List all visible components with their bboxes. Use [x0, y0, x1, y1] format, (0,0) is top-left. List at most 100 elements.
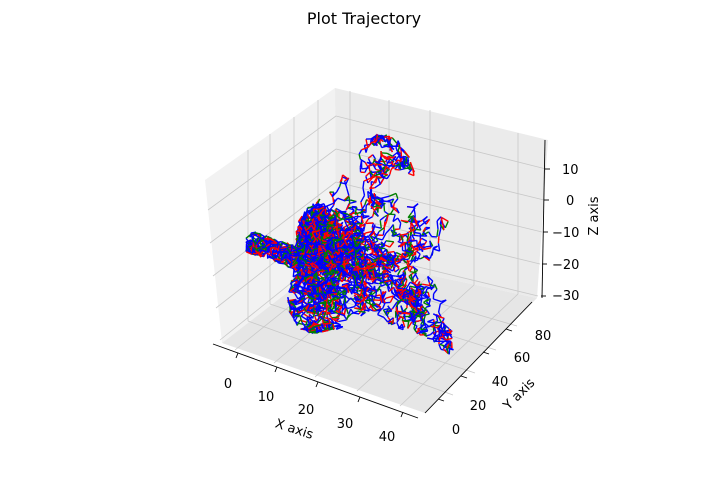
trajectory-segment — [373, 173, 381, 177]
trajectory-segment — [399, 288, 407, 294]
trajectory-segment — [358, 149, 363, 155]
trajectory-segment — [297, 309, 305, 314]
trajectory-segment — [359, 160, 363, 168]
trajectory-segment — [338, 306, 343, 312]
trajectory-segment — [305, 221, 313, 225]
trajectory-segment — [377, 178, 381, 185]
trajectory-segment — [353, 296, 357, 302]
trajectory-segment — [350, 223, 357, 229]
trajectory-segment — [441, 335, 447, 341]
trajectory-segment — [334, 322, 340, 325]
trajectory-segment — [386, 269, 392, 274]
trajectory-segment — [307, 252, 314, 260]
trajectory-segment — [386, 250, 395, 254]
trajectory-segment — [381, 262, 386, 266]
trajectory-segment — [320, 266, 329, 269]
trajectory-segment — [383, 316, 389, 323]
trajectory-segment — [386, 164, 395, 167]
trajectory-segment — [375, 168, 383, 172]
trajectory-segment — [381, 144, 390, 149]
trajectory-segment — [379, 216, 385, 221]
trajectory-segment — [305, 268, 309, 275]
trajectory-segment — [377, 238, 383, 241]
trajectory-segment — [323, 212, 329, 220]
trajectory-segment — [356, 234, 362, 240]
trajectory-segment — [394, 163, 401, 167]
trajectory-segment — [395, 279, 401, 285]
z-axis-line — [541, 139, 546, 299]
trajectory-segment — [324, 307, 329, 313]
trajectory-segment — [312, 300, 319, 306]
trajectory-segment — [433, 248, 440, 252]
trajectory-segment — [345, 224, 351, 231]
trajectory-segment — [295, 307, 303, 311]
trajectory-segment — [389, 145, 398, 148]
trajectory-segment — [270, 238, 278, 244]
trajectory-segment — [423, 298, 429, 304]
trajectory-segment — [322, 327, 330, 332]
trajectory-segment — [384, 157, 390, 161]
trajectory-segment — [400, 266, 408, 271]
trajectory-segment — [385, 159, 391, 166]
trajectory-segment — [426, 286, 435, 290]
trajectory-segment — [312, 216, 320, 223]
trajectory-segment — [428, 231, 433, 237]
trajectory-segment — [312, 310, 317, 318]
trajectory-segment — [400, 219, 409, 223]
trajectory-segment — [436, 220, 439, 230]
trajectory-segment — [425, 301, 431, 307]
trajectory-segment — [394, 255, 400, 262]
trajectory-segment — [410, 255, 414, 261]
trajectory-segment — [359, 250, 367, 256]
trajectory-segment — [331, 191, 338, 198]
trajectory-segment — [416, 222, 422, 231]
trajectory-segment — [432, 324, 435, 332]
trajectory-segment — [444, 331, 449, 338]
trajectory-segment — [392, 229, 396, 237]
trajectory-segment — [380, 255, 388, 261]
trajectory-segment — [329, 317, 335, 324]
trajectory-segment — [253, 233, 260, 239]
trajectory-segment — [372, 206, 378, 213]
trajectory-segment — [336, 271, 342, 276]
trajectory-segment — [268, 256, 275, 260]
trajectory-segment — [339, 229, 348, 233]
trajectory-segment — [349, 211, 355, 217]
trajectory-segment — [341, 273, 348, 279]
trajectory-segment — [255, 244, 258, 252]
trajectory-segment — [368, 294, 376, 298]
trajectory-segment — [425, 218, 431, 225]
trajectory-segment — [411, 234, 416, 241]
trajectory-segment — [367, 154, 374, 159]
trajectory-segment — [360, 311, 366, 317]
trajectory-segment — [370, 205, 376, 212]
trajectory-segment — [331, 316, 339, 319]
trajectory-segment — [361, 215, 370, 220]
trajectory-segment — [341, 284, 348, 288]
trajectory-segment — [417, 298, 420, 306]
trajectory-segment — [346, 233, 352, 241]
trajectory-segment — [386, 174, 391, 180]
trajectory-segment — [335, 211, 341, 216]
trajectory-segment — [389, 224, 394, 230]
trajectory-segment — [257, 251, 262, 258]
trajectory-segment — [288, 304, 292, 310]
trajectory-segment — [302, 306, 307, 312]
trajectory-segment — [367, 191, 370, 199]
trajectory-segment — [399, 252, 404, 260]
trajectory-segment — [303, 313, 309, 318]
trajectory-segment — [298, 242, 304, 247]
trajectory-segment — [327, 306, 333, 312]
trajectory-segment — [398, 222, 402, 230]
trajectory-segment — [369, 235, 376, 242]
trajectory-segment — [379, 199, 384, 206]
trajectory-segment — [363, 244, 369, 252]
trajectory-segment — [317, 301, 327, 305]
trajectory-segment — [311, 287, 317, 295]
trajectory-segment — [259, 236, 265, 240]
trajectory-segment — [307, 300, 314, 304]
trajectory-segment — [400, 271, 406, 278]
trajectory-segment — [428, 298, 432, 306]
trajectory-segment — [322, 312, 331, 315]
trajectory-segment — [403, 312, 412, 315]
